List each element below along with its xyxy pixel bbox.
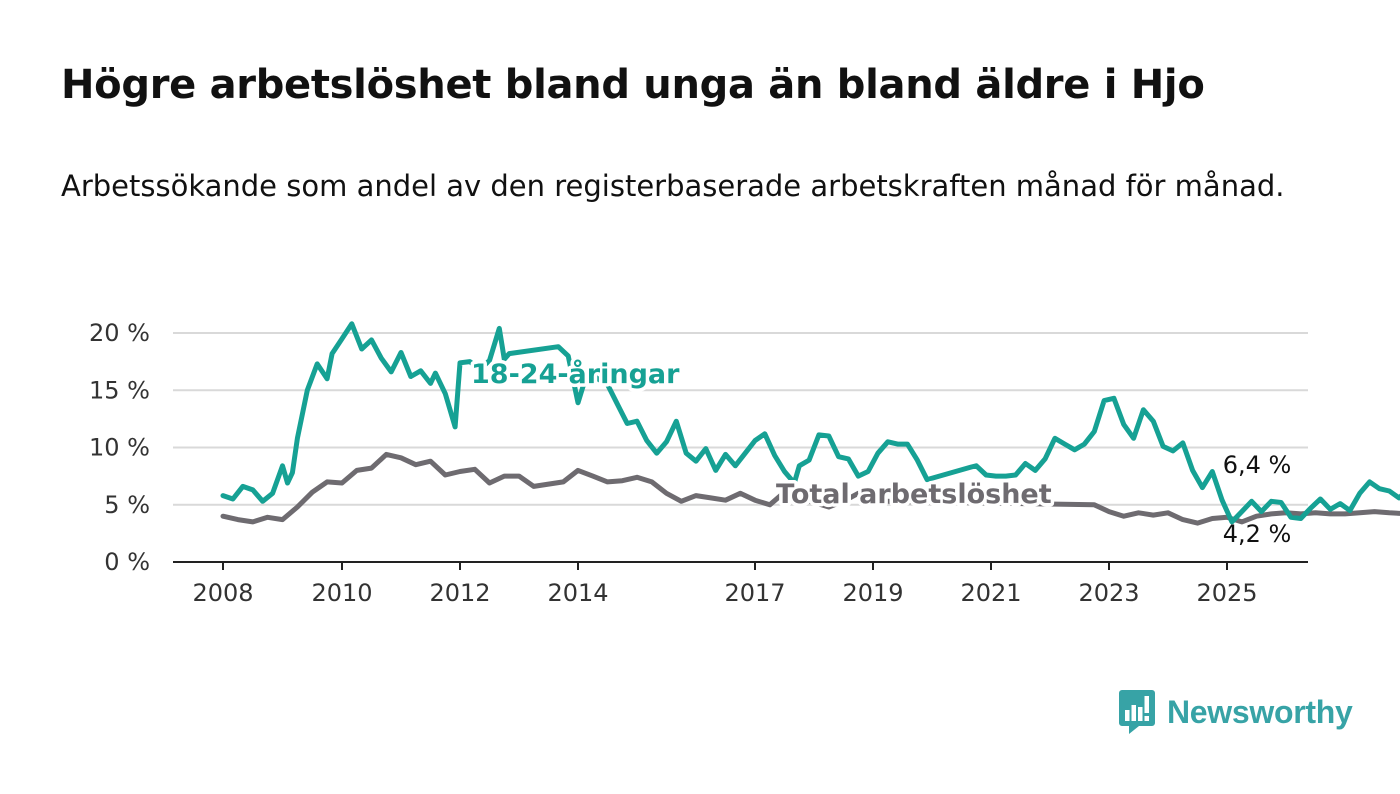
x-tick-label: 2019: [842, 579, 903, 607]
x-tick-label: 2012: [429, 579, 490, 607]
x-tick-label: 2010: [311, 579, 372, 607]
series-lines: [220, 321, 1400, 526]
y-tick-label: 20 %: [89, 319, 150, 347]
y-tick-label: 15 %: [89, 376, 150, 404]
y-tick-label: 5 %: [104, 491, 150, 519]
chart-title: Högre arbetslöshet bland unga än bland ä…: [61, 62, 1205, 108]
total-end-value-label: 4,2 %: [1223, 520, 1292, 548]
x-tick-label: 2008: [192, 579, 253, 607]
y-tick-label: 10 %: [89, 434, 150, 462]
x-tick-label: 2023: [1078, 579, 1139, 607]
x-axis-ticks: 2008 2010 2012 2014 2017 2019 2021 2023 2025: [192, 562, 1258, 607]
total-line: [220, 451, 1400, 526]
x-tick-label: 2014: [547, 579, 608, 607]
brand-name: Newsworthy: [1167, 693, 1353, 730]
x-tick-label: 2025: [1196, 579, 1257, 607]
newsworthy-logo[interactable]: Newsworthy: [1119, 690, 1353, 734]
newsworthy-logo-icon: [1119, 690, 1155, 734]
youth-line: [220, 321, 1400, 525]
gridlines: [173, 332, 1308, 563]
total-series-label: Total arbetslöshet: [776, 479, 1052, 510]
y-tick-label: 0 %: [104, 548, 150, 576]
x-tick-label: 2017: [724, 579, 785, 607]
youth-series-label: 18-24-åringar: [471, 358, 680, 390]
series-labels: 18-24-åringar Total arbetslöshet 6,4 % 4,2 …: [468, 355, 1292, 549]
youth-end-value-label: 6,4 %: [1223, 451, 1292, 479]
y-axis-ticks: 0 % 5 % 10 % 15 % 20 %: [89, 319, 150, 576]
chart-subtitle: Arbetssökande som andel av den registerb…: [61, 169, 1285, 203]
x-tick-label: 2021: [960, 579, 1021, 607]
